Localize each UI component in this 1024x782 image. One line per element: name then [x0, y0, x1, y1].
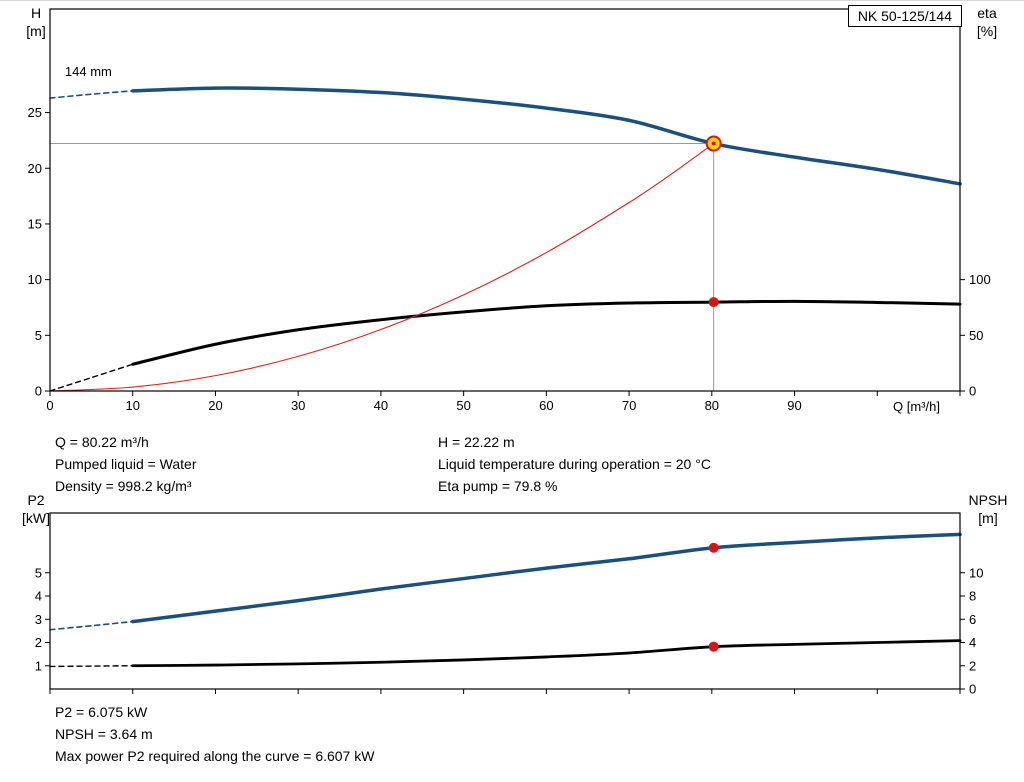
eta-axis-name: eta	[977, 5, 997, 21]
y-left-tick-label: 10	[28, 272, 42, 287]
info-density: Density = 998.2 kg/m³	[55, 478, 192, 494]
duty-point-npsh[interactable]	[708, 641, 719, 652]
plot-border	[49, 8, 961, 392]
pump-type-box: NK 50-125/144	[847, 5, 962, 27]
info-p2: P2 = 6.075 kW	[55, 704, 148, 720]
x-tick-label: 60	[539, 398, 553, 413]
q-axis-label: Q [m³/h]	[893, 399, 940, 414]
curve-annotation: 144 mm	[65, 64, 112, 79]
plot-border	[49, 512, 961, 690]
p2-axis-label: P2 [kW]	[14, 491, 58, 527]
duty-point-eta[interactable]	[708, 297, 719, 308]
head-curve-dashed	[49, 90, 134, 99]
p2-curve-dashed	[49, 620, 134, 631]
p2-axis-name: P2	[27, 492, 45, 508]
p2-curve	[130, 532, 962, 624]
y-right-tick-label: 0	[969, 682, 976, 697]
h-axis-unit: [m]	[26, 23, 46, 39]
y-left-tick-label: 5	[35, 328, 42, 343]
y-left-tick-label: 3	[35, 612, 42, 627]
power-info: P2 = 6.075 kW NPSH = 3.64 m Max power P2…	[55, 701, 374, 767]
p2-axis-unit: [kW]	[22, 510, 50, 526]
y-right-tick-label: 6	[969, 612, 976, 627]
npsh-axis-unit: [m]	[978, 510, 998, 526]
info-eta-pump: Eta pump = 79.8 %	[438, 478, 558, 494]
h-axis-name: H	[30, 5, 42, 21]
h-axis-label: H [m]	[14, 4, 58, 40]
y-left-tick-label: 15	[28, 216, 42, 231]
x-tick-label: 70	[622, 398, 636, 413]
system-curve	[49, 142, 715, 392]
p2-npsh-chart[interactable]: 1 2 3 4 5 0 2 4 6 8 10	[0, 491, 1024, 703]
qh-eta-chart[interactable]: 0 10 20 30 40 50 60 70 80 90 0 5 10 15 20 25 0 50 100 144 m…	[0, 1, 1024, 429]
info-npsh: NPSH = 3.64 m	[55, 726, 153, 742]
npsh-axis-name: NPSH	[968, 492, 1008, 508]
y-right-tick-label: 50	[969, 328, 983, 343]
info-temperature: Liquid temperature during operation = 20…	[438, 456, 711, 472]
x-tick-label: 40	[374, 398, 388, 413]
x-tick-label: 80	[705, 398, 719, 413]
duty-info-left: Q = 80.22 m³/h Pumped liquid = Water Den…	[55, 431, 197, 497]
info-max-power: Max power P2 required along the curve = …	[55, 748, 375, 764]
duty-info-right: H = 22.22 m Liquid temperature during op…	[438, 431, 711, 497]
y-left-tick-label: 20	[28, 161, 42, 176]
y-left-tick-label: 1	[35, 658, 42, 673]
x-tick-label: 50	[456, 398, 470, 413]
x-tick-label: 90	[787, 398, 801, 413]
y-left-tick-label: 25	[28, 105, 42, 120]
eta-curve-dashed	[49, 363, 134, 392]
x-tick-label: 20	[208, 398, 222, 413]
info-head: H = 22.22 m	[438, 434, 515, 450]
info-liquid: Pumped liquid = Water	[55, 456, 197, 472]
y-right-tick-label: 0	[969, 384, 976, 399]
x-tick-label: 10	[125, 398, 139, 413]
duty-point-head-center[interactable]	[711, 141, 716, 146]
y-right-tick-label: 100	[969, 272, 991, 287]
npsh-axis-label: NPSH [m]	[957, 491, 1019, 527]
y-left-tick-label: 0	[35, 384, 42, 399]
y-right-tick-label: 2	[969, 658, 976, 673]
eta-axis-unit: [%]	[976, 23, 998, 39]
y-right-tick-label: 8	[969, 589, 976, 604]
y-right-tick-label: 10	[969, 565, 983, 580]
info-flow: Q = 80.22 m³/h	[55, 434, 149, 450]
head-curve	[130, 86, 962, 186]
y-left-tick-label: 5	[35, 565, 42, 580]
eta-curve	[131, 299, 962, 366]
y-left-tick-label: 2	[35, 635, 42, 650]
x-tick-label: 30	[291, 398, 305, 413]
y-right-tick-label: 4	[969, 635, 976, 650]
eta-axis-label: eta [%]	[963, 4, 1011, 40]
y-left-tick-label: 4	[35, 589, 42, 604]
npsh-curve-dashed	[49, 665, 134, 668]
npsh-curve	[131, 639, 962, 668]
duty-point-p2[interactable]	[708, 542, 719, 553]
x-tick-label: 0	[46, 398, 53, 413]
